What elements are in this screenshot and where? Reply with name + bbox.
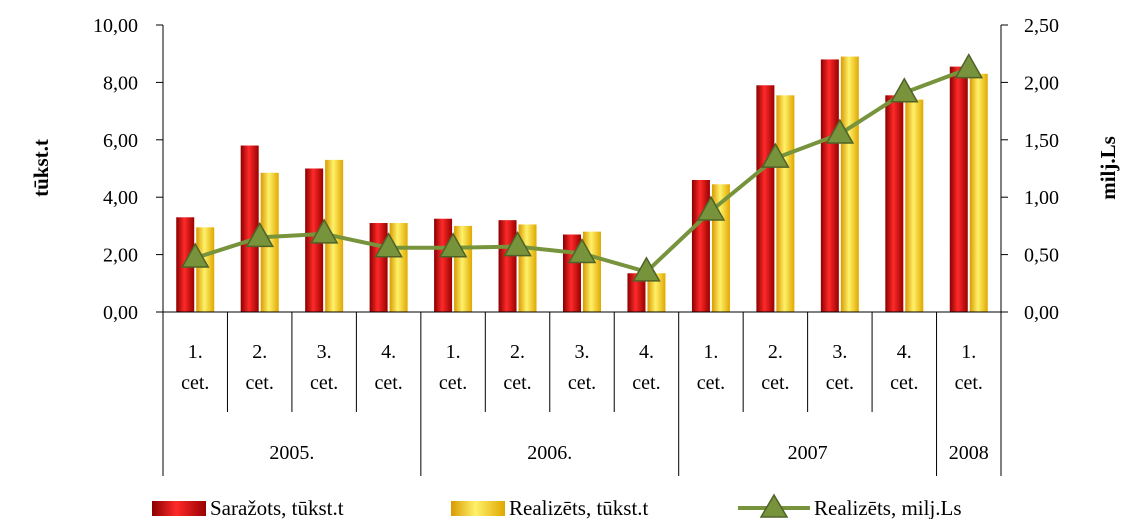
group-label: 2005. — [269, 442, 314, 464]
bar-produced — [820, 59, 839, 312]
category-label-line2: cet. — [826, 372, 854, 394]
category-label-line2: cet. — [955, 372, 983, 394]
category-label-line2: cet. — [439, 372, 467, 394]
point-sold-value — [825, 118, 855, 144]
y-tick-label-left: 10,00 — [93, 15, 138, 37]
point-sold-value — [567, 237, 597, 264]
legend: Saražots, tūkst.t Realizēts, tūkst.t Rea… — [152, 493, 962, 519]
group-label: 2006. — [527, 442, 572, 464]
group-label: 2008 — [949, 442, 989, 464]
legend-item-sold-value: Realizēts, milj.Ls — [738, 493, 962, 519]
bar-sold-tonnes — [840, 56, 859, 312]
legend-label-produced: Saražots, tūkst.t — [210, 496, 344, 519]
bar-sold-tonnes — [196, 227, 215, 312]
category-label-line1: 4. — [897, 341, 912, 363]
legend-label-sold-value: Realizēts, milj.Ls — [814, 496, 962, 519]
legend-label-sold-tonnes: Realizēts, tūkst.t — [509, 496, 649, 519]
category-label-line2: cet. — [697, 372, 725, 394]
category-label-line1: 1. — [188, 341, 203, 363]
category-label-line2: cet. — [310, 372, 338, 394]
category-label-line1: 3. — [832, 341, 847, 363]
category-label-line1: 4. — [381, 341, 396, 363]
category-label-line2: cet. — [246, 372, 274, 394]
series-sold-value-line — [180, 53, 984, 282]
bar-sold-tonnes — [776, 95, 795, 312]
y-tick-label-left: 4,00 — [103, 187, 138, 209]
point-sold-value — [696, 195, 726, 221]
point-sold-value — [954, 53, 984, 79]
bar-produced — [691, 179, 710, 312]
bar-sold-tonnes — [905, 99, 924, 313]
y-tick-label-left: 6,00 — [103, 130, 138, 152]
legend-swatch-sold-tonnes — [451, 501, 505, 516]
bar-produced — [756, 85, 775, 313]
point-sold-value — [309, 218, 339, 244]
category-label-line1: 2. — [510, 341, 525, 363]
point-sold-value — [890, 77, 919, 103]
bar-produced — [885, 95, 904, 312]
category-label-line1: 3. — [317, 341, 332, 363]
y-tick-label-right: 2,00 — [1024, 72, 1059, 94]
category-label-line1: 4. — [639, 341, 654, 363]
group-label: 2007 — [788, 442, 828, 464]
category-label-line2: cet. — [181, 372, 209, 394]
bar-sold-tonnes — [647, 273, 666, 312]
point-sold-value — [632, 256, 661, 282]
series-produced-bars — [176, 59, 968, 313]
category-label-line2: cet. — [632, 372, 660, 394]
category-label-line2: cet. — [890, 372, 918, 394]
bar-produced — [240, 145, 259, 312]
category-label-line2: cet. — [568, 372, 596, 394]
y-tick-label-right: 2,50 — [1024, 15, 1059, 37]
point-sold-value — [503, 231, 532, 257]
bar-produced — [949, 66, 968, 313]
y-axis-right-title: milj.Ls — [1096, 136, 1120, 200]
bar-produced — [627, 273, 646, 312]
bar-produced — [498, 220, 517, 312]
category-label-line2: cet. — [374, 372, 402, 394]
bar-sold-tonnes — [389, 223, 408, 312]
y-tick-label-left: 8,00 — [103, 72, 138, 94]
point-sold-value — [180, 242, 210, 268]
point-sold-value — [761, 142, 790, 168]
category-label-line1: 3. — [575, 341, 590, 363]
category-label-line1: 2. — [768, 341, 783, 363]
category-label-line1: 1. — [961, 341, 976, 363]
y-tick-label-right: 1,50 — [1024, 130, 1059, 152]
category-label-line2: cet. — [503, 372, 531, 394]
bar-produced — [369, 223, 388, 312]
legend-marker-sold-value — [759, 493, 789, 518]
y-axis-left-title: tūkst.t — [29, 139, 53, 197]
point-sold-value — [438, 232, 468, 258]
legend-item-sold-tonnes: Realizēts, tūkst.t — [451, 496, 649, 519]
y-tick-label-right: 1,00 — [1024, 187, 1059, 209]
point-sold-value — [245, 221, 274, 248]
category-label-line1: 1. — [703, 341, 718, 363]
category-label-line2: cet. — [761, 372, 789, 394]
category-label-line1: 2. — [252, 341, 267, 363]
bar-produced — [434, 218, 453, 312]
point-sold-value — [374, 232, 403, 258]
bar-sold-tonnes — [969, 73, 988, 312]
legend-swatch-produced — [152, 501, 206, 516]
axes: 0,00 2,00 4,00 6,00 8,00 10,00 0,00 0,50 1,00 1,5… — [93, 15, 1059, 476]
y-tick-label-left: 0,00 — [103, 302, 138, 324]
y-tick-label-right: 0,50 — [1024, 245, 1059, 267]
y-tick-label-right: 0,00 — [1024, 302, 1059, 324]
bar-sold-tonnes — [583, 231, 601, 312]
plot-area: 0,00 2,00 4,00 6,00 8,00 10,00 0,00 0,50 1,00 1,5… — [93, 15, 1059, 476]
legend-item-produced: Saražots, tūkst.t — [152, 496, 344, 519]
y-tick-label-left: 2,00 — [103, 245, 138, 267]
category-label-line1: 1. — [446, 341, 461, 363]
